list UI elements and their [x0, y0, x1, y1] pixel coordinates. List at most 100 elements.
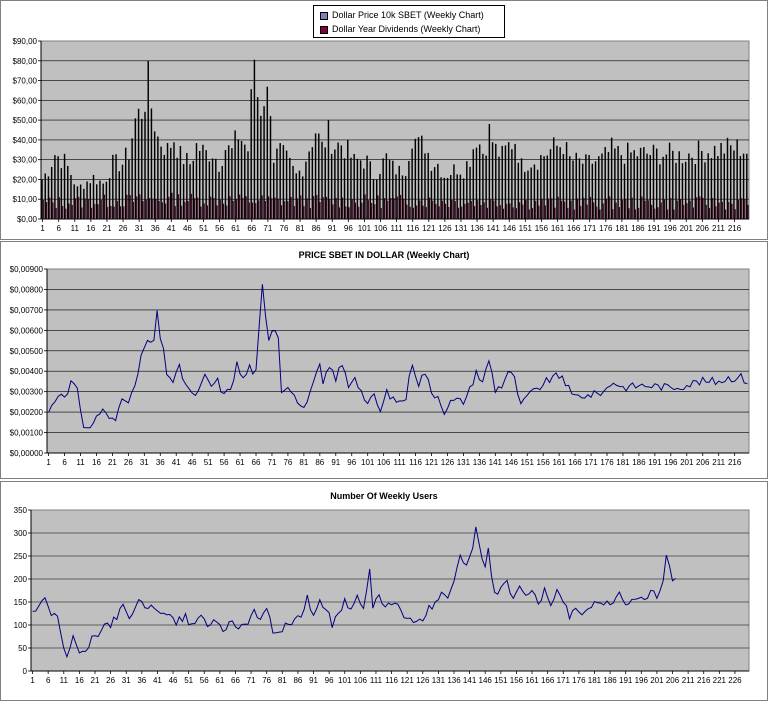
bar-dividends — [747, 204, 749, 219]
bar-dividends — [168, 196, 170, 219]
price-line-chart: $0,00000 $0,00100 $0,00200 $0,00300 $0,00400… — [10, 265, 750, 467]
bar-dividends — [148, 198, 151, 219]
bar-dividends — [139, 194, 141, 219]
bar-price — [301, 176, 304, 219]
bar-dividends — [586, 204, 588, 219]
bar-price — [450, 175, 452, 219]
bar-dividends — [155, 199, 157, 219]
bar-dividends — [618, 207, 620, 219]
bar-price — [334, 149, 336, 219]
bar-price — [395, 174, 397, 219]
x-tick-label: 166 — [567, 224, 581, 233]
bar-price — [250, 89, 252, 219]
bar-dividends — [280, 205, 283, 219]
bar-price — [704, 162, 706, 219]
bar-dividends — [113, 206, 115, 219]
bar-dividends — [123, 206, 125, 219]
bar-dividends — [715, 206, 717, 219]
x-tick-label: 181 — [588, 676, 602, 685]
y-tick-label: 250 — [14, 552, 28, 561]
bar-dividends — [306, 198, 308, 219]
bar-price — [359, 160, 362, 219]
x-tick-label: 86 — [315, 458, 324, 467]
bar-dividends — [657, 207, 659, 219]
bar-dividends — [718, 202, 720, 219]
bar-dividends — [322, 197, 324, 219]
y-tick-label: $0,00700 — [10, 306, 44, 315]
bar-dividends — [364, 194, 366, 219]
bar-price — [260, 115, 262, 219]
bar-dividends — [422, 205, 424, 219]
bar-price — [79, 184, 82, 219]
bar-dividends — [457, 207, 460, 219]
bar-price — [253, 59, 256, 220]
bar-price — [668, 142, 671, 219]
bar-dividends — [728, 201, 730, 219]
bar-dividends — [519, 202, 521, 219]
bar-price — [585, 154, 587, 219]
bar-dividends — [342, 197, 344, 219]
bar-price — [327, 119, 330, 219]
bar-dividends — [242, 197, 244, 219]
bar-price — [366, 155, 368, 219]
bar-price — [456, 174, 458, 219]
bar-dividends — [161, 202, 163, 219]
bar-dividends — [605, 198, 608, 219]
x-tick-label: 61 — [236, 458, 245, 467]
bar-price — [475, 147, 478, 219]
x-tick-label: 186 — [632, 458, 646, 467]
x-tick-label: 176 — [600, 458, 614, 467]
bar-price — [411, 148, 413, 219]
bar-dividends — [419, 200, 421, 219]
bar-price — [562, 154, 565, 219]
bar-dividends — [567, 207, 569, 219]
bar-dividends — [251, 202, 254, 219]
bar-dividends — [409, 206, 411, 219]
bar-price — [678, 151, 680, 219]
y-tick-label: $30,00 — [13, 156, 38, 165]
bar-price — [137, 108, 140, 219]
bar-dividends — [528, 209, 530, 219]
legend-item-price: Dollar Price 10k SBET (Weekly Chart) — [320, 8, 484, 22]
bar-dividends — [548, 198, 550, 219]
bar-dividends — [544, 205, 546, 219]
x-tick-label: 31 — [122, 676, 131, 685]
bar-dividends — [638, 207, 640, 219]
bar-price — [533, 164, 536, 219]
bar-price — [105, 181, 108, 219]
bar-dividends — [197, 197, 199, 219]
bar-dividends — [271, 198, 273, 219]
x-tick-label: 26 — [124, 458, 133, 467]
x-tick-label: 191 — [619, 676, 633, 685]
bar-price — [128, 159, 130, 219]
series-line — [32, 526, 676, 659]
bar-price — [713, 145, 716, 219]
x-tick-label: 46 — [183, 224, 192, 233]
bar-price — [575, 152, 577, 219]
bar-price — [382, 158, 384, 219]
x-tick-label: 66 — [247, 224, 256, 233]
x-tick-label: 176 — [599, 224, 613, 233]
bar-price — [369, 161, 371, 219]
bar-price — [424, 153, 426, 219]
bar-price — [202, 144, 204, 219]
bar-price — [694, 163, 697, 219]
bar-price — [63, 153, 66, 219]
dividends-swatch — [320, 25, 328, 34]
bar-price — [131, 138, 133, 219]
bar-price — [195, 143, 198, 219]
bar-price — [192, 160, 194, 219]
y-tick-label: $0,00300 — [10, 388, 44, 397]
bar-price — [295, 173, 297, 219]
x-tick-label: 181 — [615, 224, 629, 233]
bar-dividends — [583, 197, 585, 219]
bar-price — [527, 170, 529, 219]
x-tick-label: 11 — [71, 224, 80, 233]
bar-price — [67, 165, 69, 219]
x-tick-label: 181 — [616, 458, 630, 467]
bar-dividends — [380, 207, 382, 219]
x-tick-label: 16 — [75, 676, 84, 685]
bar-dividends — [142, 201, 144, 219]
bar-dividends — [81, 207, 83, 219]
bar-dividends — [65, 208, 67, 219]
